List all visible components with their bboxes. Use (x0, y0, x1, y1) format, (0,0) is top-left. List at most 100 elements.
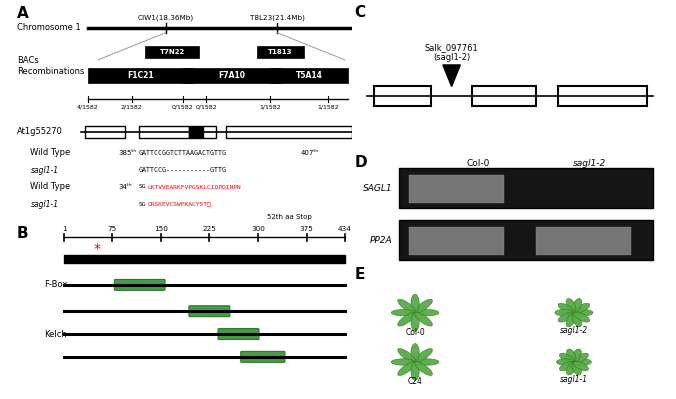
Text: sagl1-2: sagl1-2 (560, 326, 588, 335)
Text: BACs
Recombinations: BACs Recombinations (17, 56, 85, 75)
Bar (64, 255, 345, 263)
Text: T8L23(21.4Mb): T8L23(21.4Mb) (249, 14, 305, 21)
Text: *: * (94, 242, 101, 256)
Ellipse shape (573, 361, 589, 371)
Bar (409, 175, 504, 203)
Text: 150: 150 (154, 226, 168, 232)
Ellipse shape (414, 312, 433, 326)
Text: 407ᵗʰ: 407ᵗʰ (301, 150, 319, 156)
Text: 225: 225 (202, 226, 216, 232)
Text: F7A10: F7A10 (218, 71, 245, 80)
Text: 300: 300 (251, 226, 265, 232)
Bar (203, 126, 216, 138)
Text: GATTCCG-----------GTTG: GATTCCG-----------GTTG (139, 167, 226, 174)
Text: 4/1582: 4/1582 (77, 105, 99, 110)
Ellipse shape (415, 310, 439, 316)
Text: T1813: T1813 (268, 49, 293, 55)
Ellipse shape (415, 359, 439, 365)
Ellipse shape (573, 312, 589, 322)
FancyBboxPatch shape (241, 352, 285, 362)
Text: CRSKEVCSWFKALYST□: CRSKEVCSWFKALYST□ (148, 202, 212, 207)
Text: Wild Type: Wild Type (30, 182, 71, 191)
Ellipse shape (558, 303, 575, 313)
Ellipse shape (414, 361, 433, 375)
Ellipse shape (572, 362, 581, 375)
Text: Col-0: Col-0 (405, 328, 425, 337)
Text: LKTVVEARKFVPGSKLCIQPDINPN: LKTVVEARKFVPGSKLCIQPDINPN (148, 184, 241, 189)
Text: 0/1582: 0/1582 (195, 105, 217, 110)
Text: T7N22: T7N22 (160, 49, 185, 55)
Bar (189, 126, 203, 138)
Text: Kelch: Kelch (44, 330, 67, 338)
Ellipse shape (572, 298, 582, 313)
Text: PP2A: PP2A (370, 236, 393, 245)
Text: T5A14: T5A14 (296, 71, 322, 80)
Text: 52th aa Stop: 52th aa Stop (267, 214, 312, 221)
Bar (399, 168, 653, 208)
Ellipse shape (558, 312, 575, 322)
Ellipse shape (572, 349, 581, 362)
Bar (558, 87, 647, 106)
Bar (183, 68, 281, 83)
Text: 385ᵗʰ: 385ᵗʰ (118, 150, 137, 156)
Ellipse shape (391, 359, 415, 365)
Text: C24: C24 (408, 377, 422, 386)
Text: 1: 1 (62, 226, 66, 232)
Text: At1g55270: At1g55270 (17, 127, 63, 136)
Ellipse shape (411, 313, 419, 331)
Ellipse shape (566, 362, 576, 375)
Text: B: B (17, 226, 28, 241)
Ellipse shape (411, 294, 419, 313)
Text: sagl1-1: sagl1-1 (30, 200, 59, 209)
Text: Salk_097761
(sagl1-2): Salk_097761 (sagl1-2) (425, 43, 479, 62)
Ellipse shape (572, 312, 582, 327)
Ellipse shape (573, 303, 589, 313)
Bar (399, 220, 653, 261)
Text: Wild Type: Wild Type (30, 148, 71, 157)
Text: SG: SG (139, 184, 146, 189)
Ellipse shape (411, 362, 419, 381)
Bar (226, 126, 352, 138)
Ellipse shape (397, 349, 416, 362)
Bar (145, 46, 199, 58)
FancyBboxPatch shape (114, 279, 165, 290)
Text: 1/1582: 1/1582 (317, 105, 339, 110)
Bar (374, 87, 431, 106)
Text: 0/1582: 0/1582 (172, 105, 193, 110)
Polygon shape (443, 65, 460, 87)
Bar (473, 87, 536, 106)
Bar (139, 126, 189, 138)
Text: Col-0: Col-0 (467, 159, 490, 168)
Text: A: A (17, 6, 28, 21)
Text: SG: SG (139, 202, 146, 207)
Ellipse shape (574, 359, 592, 365)
Ellipse shape (397, 312, 416, 326)
Ellipse shape (391, 310, 415, 316)
Text: F-Box: F-Box (44, 280, 68, 289)
Ellipse shape (566, 298, 576, 313)
Bar (84, 126, 125, 138)
Text: GATTCCGGTCTTAAGACTGTTG: GATTCCGGTCTTAAGACTGTTG (139, 150, 226, 156)
Text: sagl1-1: sagl1-1 (560, 375, 588, 384)
Text: D: D (355, 155, 367, 170)
Ellipse shape (414, 299, 433, 313)
FancyBboxPatch shape (218, 329, 259, 340)
Text: 434: 434 (338, 226, 352, 232)
Text: 75: 75 (107, 226, 117, 232)
Bar (536, 227, 631, 255)
Ellipse shape (566, 349, 576, 362)
Ellipse shape (556, 359, 574, 365)
Text: sagl1-1: sagl1-1 (30, 166, 59, 175)
Ellipse shape (414, 349, 433, 362)
Text: Chromosome 1: Chromosome 1 (17, 24, 80, 32)
Text: F1C21: F1C21 (127, 71, 153, 80)
Text: 34ᵗʰ: 34ᵗʰ (118, 184, 132, 190)
Text: 1/1582: 1/1582 (260, 105, 281, 110)
Ellipse shape (397, 299, 416, 313)
Text: 375: 375 (299, 226, 314, 232)
Text: SAGL1: SAGL1 (363, 184, 393, 193)
Bar (88, 68, 193, 83)
Text: E: E (355, 267, 365, 282)
Text: sagl1-2: sagl1-2 (573, 159, 606, 168)
Ellipse shape (555, 310, 574, 316)
